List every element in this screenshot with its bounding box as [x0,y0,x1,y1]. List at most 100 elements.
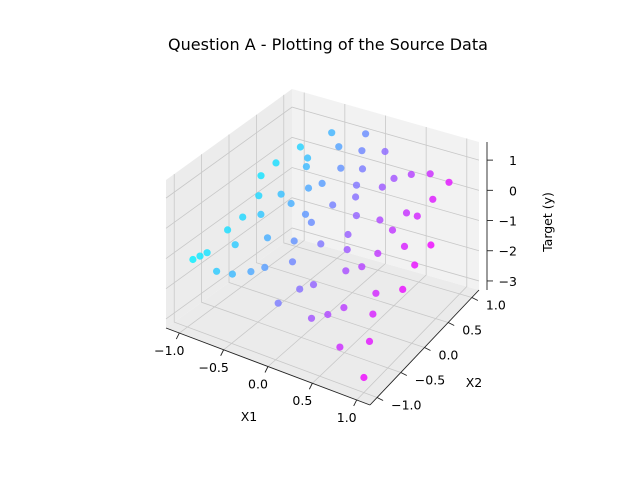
scatter-point [329,201,337,209]
scatter-point [340,304,348,312]
scatter-point [224,226,232,234]
scatter-point [272,159,280,167]
scatter-point [352,181,361,189]
x-tick-label: −1.0 [154,343,184,358]
scatter-point [189,255,197,264]
scatter-point [352,193,360,201]
y-tick-mark [471,297,479,301]
scatter-point [296,143,304,151]
scatter-point [304,154,312,162]
x-grid-line [356,138,468,401]
scatter-point [288,258,297,266]
x-tick-mark [308,383,313,390]
scatter-point [247,268,255,276]
scatter-point [381,147,389,156]
scatter-point [302,163,310,171]
scatter-point [342,267,350,275]
scatter-point [304,184,313,192]
scatter-point [239,213,247,221]
scatter-point [231,241,239,249]
scatter-point [287,199,295,208]
scatter-point [255,192,263,200]
scatter-point [309,281,318,289]
scatter-point [402,209,411,217]
scatter-point [369,310,377,318]
scatter-point [360,373,368,382]
z-grid-line [165,197,480,290]
scatter-point [274,299,282,307]
x-tick-label: 1.0 [337,410,357,425]
scatter-point [196,252,204,260]
y-tick-mark [447,322,455,326]
y-grid-line [173,174,378,398]
z-tick-label: 1 [509,153,517,168]
scatter-point [358,165,367,173]
y-axis-label: X2 [466,375,483,390]
scatter-point [318,179,326,187]
scatter-point [257,210,265,218]
scatter-point [445,178,453,186]
scatter-point [388,226,397,234]
x-axis-label: X1 [241,409,258,424]
scatter-point [307,314,316,322]
z-tick-label: −1 [499,214,517,229]
scatter-point [400,242,409,250]
scatter-point [228,270,236,278]
grid-lines [165,92,488,406]
x-tick-mark [353,399,358,407]
scatter-point [358,263,366,271]
scatter-point [335,143,343,151]
scatter-point [307,218,315,226]
scatter-point [343,246,351,254]
x-grid-line [179,92,305,334]
chart-title: Question A - Plotting of the Source Data [168,35,488,54]
z-tick-label: −2 [499,244,517,259]
scatter-point [263,234,272,242]
z-grid-line [165,167,480,259]
y-tick-label: 0.0 [439,348,459,363]
scatter-point [324,310,332,319]
scatter-point [390,174,398,182]
scatter-point [374,249,382,257]
x-tick-mark [175,332,180,340]
scatter-point [352,212,360,220]
scatter-point [358,147,366,155]
scatter-point [378,183,386,191]
scatter-point [261,263,269,271]
x-tick-label: 0.5 [292,393,312,408]
x-grid-line [267,115,386,367]
scatter-point [257,172,265,180]
scatter-point [413,212,421,220]
data-points [189,129,453,382]
scatter-point [337,164,345,172]
x-tick-label: −0.5 [198,360,228,375]
scatter-point [203,249,211,257]
z-tick-label: −3 [499,274,517,289]
y-tick-label: 0.5 [462,323,482,338]
scatter-point [426,170,434,178]
scatter-point [372,289,380,297]
scatter-point [213,267,221,275]
tick-labels: −1.0−0.50.00.51.0−1.0−0.50.00.51.0−3−2−1… [154,153,517,425]
scatter-point [362,130,370,138]
x-tick-label: 0.0 [248,377,268,392]
z-grid-line [165,106,480,199]
scatter-point [399,285,407,293]
scatter-point [301,210,310,218]
z-axis-label: Target (y) [540,192,555,253]
z-tick-label: 0 [509,183,517,198]
y-tick-label: −1.0 [391,398,421,413]
scatter-point [427,241,435,249]
y-grid-line [283,94,473,298]
y-grid-line [201,154,401,373]
y-grid-line [255,114,449,323]
scatter-point [429,195,437,203]
y-tick-mark [424,347,431,351]
scatter-point [336,343,344,351]
scatter-point [296,285,304,293]
scatter-point [328,129,336,137]
y-tick-mark [376,397,384,401]
x-tick-mark [264,366,269,373]
